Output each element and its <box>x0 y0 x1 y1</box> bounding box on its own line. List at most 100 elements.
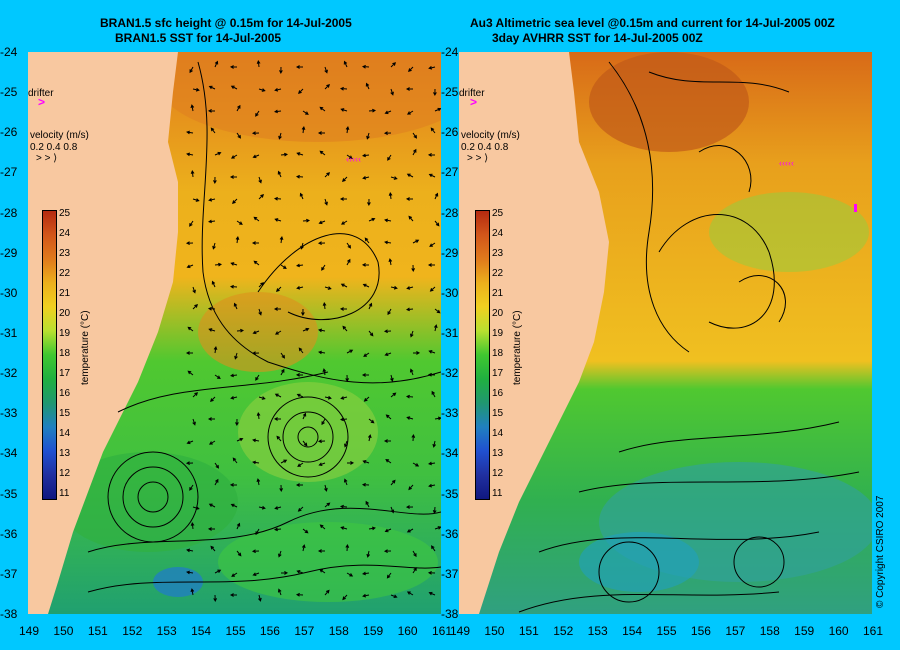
velocity-arrow <box>405 87 414 91</box>
velocity-arrow <box>296 152 304 156</box>
left-lon-tick: 153 <box>156 624 177 638</box>
right-lat-tick: -24 <box>441 45 459 59</box>
velocity-arrow <box>295 373 304 377</box>
velocity-arrow <box>434 107 441 112</box>
velocity-arrow <box>252 154 260 159</box>
velocity-arrow <box>385 414 392 420</box>
velocity-arrow <box>210 127 216 134</box>
velocity-arrow <box>212 242 216 250</box>
velocity-arrow <box>234 352 238 360</box>
velocity-arrow <box>384 352 392 356</box>
right-colorbar-tick: 12 <box>492 468 504 479</box>
velocity-arrow <box>322 368 327 376</box>
velocity-arrow <box>319 150 326 156</box>
velocity-arrow <box>346 154 353 159</box>
right-colorbar-tick: 23 <box>492 248 504 259</box>
velocity-arrow <box>361 373 370 377</box>
velocity-arrow <box>192 198 200 202</box>
velocity-arrow <box>384 110 392 115</box>
right-drifter-marker: > <box>470 95 478 109</box>
velocity-arrow <box>230 154 238 159</box>
velocity-arrow <box>431 545 436 552</box>
velocity-arrow <box>384 240 392 245</box>
left-colorbar-tick: 13 <box>59 448 71 459</box>
velocity-arrow <box>388 258 393 266</box>
left-colorbar-tick: 16 <box>59 388 71 399</box>
left-colorbar-tick: 14 <box>59 428 71 439</box>
velocity-arrow <box>214 262 223 267</box>
right-lon-tick: 160 <box>828 624 849 638</box>
left-lon-tick: 160 <box>397 624 418 638</box>
right-velocity-scale: 0.2 0.4 0.8 <box>461 142 509 153</box>
velocity-arrow <box>384 528 392 533</box>
velocity-arrow <box>295 592 304 597</box>
velocity-arrow <box>296 393 304 398</box>
velocity-arrow <box>213 176 217 185</box>
velocity-arrow <box>407 66 414 72</box>
velocity-arrow <box>427 570 436 575</box>
velocity-arrow <box>324 66 328 74</box>
velocity-arrow <box>433 88 437 97</box>
left-lat-tick: -24 <box>0 45 18 59</box>
velocity-arrow <box>251 549 260 554</box>
velocity-arrow <box>230 395 238 400</box>
velocity-arrow <box>427 263 436 267</box>
right-lat-tick: -30 <box>441 285 459 300</box>
velocity-arrow <box>236 437 244 442</box>
velocity-arrow <box>412 351 421 355</box>
right-lat-tick: -29 <box>441 245 459 260</box>
left-title-line2: BRAN1.5 SST for 14-Jul-2005 <box>115 31 282 45</box>
velocity-arrow <box>317 549 326 553</box>
velocity-arrow <box>362 593 370 598</box>
velocity-arrow <box>186 264 194 269</box>
right-colorbar-tick: 13 <box>492 448 504 459</box>
velocity-arrow <box>428 591 436 596</box>
velocity-arrow <box>190 522 195 530</box>
velocity-arrow <box>274 218 282 222</box>
velocity-arrow <box>302 218 311 223</box>
velocity-arrow <box>192 418 196 426</box>
velocity-arrow <box>230 503 238 508</box>
velocity-arrow <box>190 588 195 596</box>
velocity-arrow <box>362 571 370 576</box>
velocity-arrow <box>208 440 216 445</box>
velocity-arrow <box>258 396 266 400</box>
velocity-arrow <box>253 260 260 266</box>
velocity-arrow <box>346 258 351 266</box>
velocity-arrow <box>364 237 370 244</box>
velocity-arrow <box>186 130 194 135</box>
velocity-arrow <box>236 522 241 530</box>
velocity-arrow <box>361 482 370 487</box>
velocity-arrow <box>280 571 289 575</box>
velocity-arrow <box>324 198 328 206</box>
velocity-arrow <box>318 220 326 225</box>
right-lat-tick: -34 <box>441 446 459 461</box>
velocity-arrow <box>236 328 245 333</box>
velocity-arrow <box>208 197 216 202</box>
right-colorbar-tick: 25 <box>492 208 504 219</box>
right-lat-tick: -37 <box>441 566 459 581</box>
right-colorbar-label: temperature (°C) <box>512 310 523 385</box>
velocity-arrow <box>390 374 394 382</box>
velocity-arrow <box>365 82 370 90</box>
velocity-arrow <box>410 330 414 338</box>
velocity-arrow <box>258 594 262 602</box>
left-lat-tick: -36 <box>0 526 18 541</box>
velocity-arrow <box>428 461 436 466</box>
velocity-arrow <box>386 572 392 579</box>
velocity-arrow <box>302 327 310 332</box>
velocity-arrow <box>428 483 436 488</box>
velocity-arrow <box>236 104 241 112</box>
right-title-line1: Au3 Altimetric sea level @0.15m and curr… <box>470 16 835 30</box>
right-lon-tick: 158 <box>759 624 780 638</box>
right-lat-tick: -33 <box>441 406 459 421</box>
velocity-arrow <box>384 218 392 223</box>
velocity-arrow <box>361 263 370 267</box>
right-colorbar-tick: 17 <box>492 368 504 379</box>
right-lon-tick: 149 <box>450 624 471 638</box>
velocity-arrow <box>207 527 216 531</box>
velocity-arrow <box>211 280 216 288</box>
left-lon-tick: 150 <box>53 624 74 638</box>
left-title-line1: BRAN1.5 sfc height @ 0.15m for 14-Jul-20… <box>100 16 352 30</box>
right-map-panel: ‹‹‹‹‹ <box>459 52 872 614</box>
